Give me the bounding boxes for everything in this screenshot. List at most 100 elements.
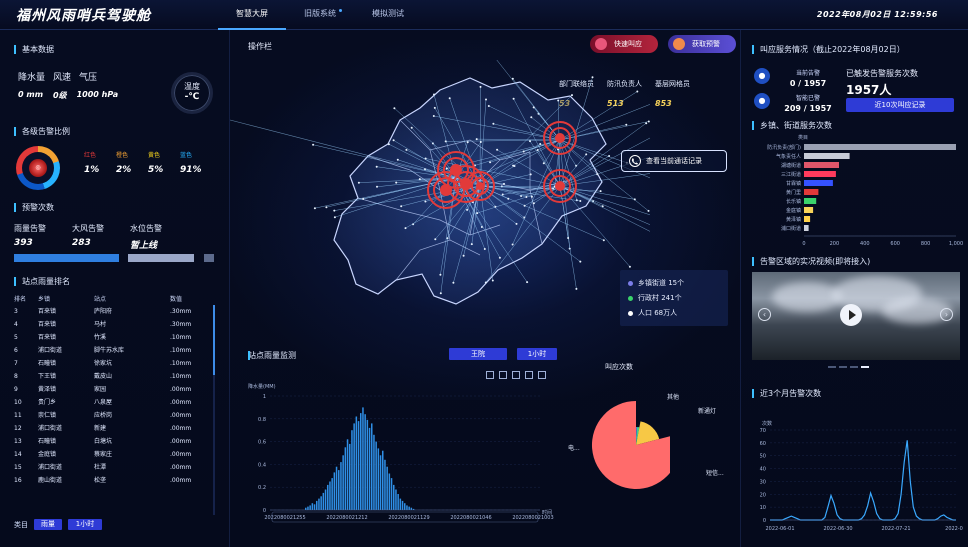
level-label: 橙色: [116, 152, 129, 159]
wind-alarm-label: 大风告警: [72, 224, 104, 233]
rain-bar: [318, 498, 320, 510]
connection-line: [559, 137, 650, 187]
table-cell: 11: [14, 412, 22, 419]
rain-monitor-title: 站点雨量监测: [248, 351, 296, 360]
call-records-button[interactable]: 查看当前通话记录: [621, 150, 727, 172]
axis-label: 类目: [798, 134, 808, 141]
zoom-icon[interactable]: [486, 371, 494, 379]
tab-simulation[interactable]: 模拟测试: [372, 9, 404, 18]
y-ticks: 0 0.2 0.4 0.6 0.8 1: [258, 394, 540, 514]
connection-line: [314, 177, 457, 209]
rain-filter-button[interactable]: 雨量: [34, 519, 62, 530]
y-tick-label: 20: [760, 492, 766, 498]
station-dot: [498, 256, 501, 259]
scroll-thumb[interactable]: [213, 305, 215, 375]
table-cell: 百来镇: [38, 334, 57, 341]
y-tick-label: 0.8: [258, 417, 266, 423]
restore-icon[interactable]: [499, 371, 507, 379]
connection-line: [559, 122, 647, 187]
col-value: 数值: [170, 296, 183, 303]
connection-line: [559, 185, 650, 216]
pie-slice: [636, 427, 640, 445]
station-dot: [542, 162, 545, 165]
stat-label: 智能已警: [795, 95, 820, 102]
station-dot: [452, 281, 455, 284]
station-dot: [525, 196, 528, 198]
connection-line: [425, 158, 561, 187]
stat-label: 当前告警: [795, 70, 820, 77]
bar-chart-icon[interactable]: [538, 371, 546, 379]
tab-dashboard[interactable]: 智慧大屏: [218, 0, 286, 30]
table-cell: .00mm: [170, 477, 192, 484]
live-video-player[interactable]: ‹ ›: [752, 272, 960, 360]
table-cell: .10mm: [170, 373, 192, 380]
region-map[interactable]: [230, 60, 650, 330]
alarm-line: [770, 440, 956, 521]
rain-bar: [399, 498, 402, 510]
connection-line: [559, 77, 593, 187]
carousel-dot[interactable]: [828, 366, 836, 368]
rain-bar: [355, 416, 358, 510]
connection-line: [559, 185, 603, 207]
table-cell: 徐家坑: [94, 360, 113, 367]
town-bar: [804, 189, 819, 195]
station-dot: [539, 143, 542, 145]
table-cell: 10: [14, 399, 22, 406]
rank-scrollbar[interactable]: [213, 305, 215, 515]
phone-icon: [629, 155, 641, 167]
table-cell: 新建: [94, 425, 107, 432]
x-ticks: 0 200 400 600 800 1,000: [802, 235, 963, 247]
water-alarm-bar: [204, 254, 214, 262]
warning-levels: 红色 1% 橙色 2% 黄色 5% 蓝色 91%: [84, 150, 202, 175]
y-tick-label: 60: [760, 441, 766, 447]
pie-slices: [592, 401, 670, 489]
chart-toolbox: [486, 371, 546, 379]
station-dot: [376, 185, 378, 188]
tab-old-system[interactable]: 旧版系统: [286, 0, 354, 30]
table-cell: 5: [14, 334, 18, 341]
rain-bar: [366, 419, 369, 510]
rain-bar: [408, 506, 410, 510]
station-dot: [625, 123, 628, 126]
next-icon[interactable]: ›: [940, 308, 953, 321]
connection-line: [512, 78, 561, 141]
table-row: 4 百来镇 马村 .30mm: [14, 318, 214, 331]
zoom-slider[interactable]: [271, 511, 539, 523]
connection-line: [479, 185, 525, 218]
carousel-dot[interactable]: [839, 366, 847, 368]
table-cell: .00mm: [170, 399, 192, 406]
play-icon[interactable]: [840, 304, 862, 326]
line-chart-icon[interactable]: [525, 371, 533, 379]
hour-select-button[interactable]: 1小时: [517, 348, 557, 360]
legend-label: 行政村 241个: [638, 294, 682, 302]
get-warning-button[interactable]: 获取预警: [668, 35, 736, 53]
recent-calls-button[interactable]: 近10次叫应记录: [846, 98, 954, 112]
table-cell: 白塘坑: [94, 438, 113, 445]
station-dot: [647, 209, 650, 212]
hour-filter-button[interactable]: 1小时: [68, 519, 102, 530]
table-cell: 脚牛苏水库: [94, 347, 125, 354]
station-dot: [466, 141, 469, 144]
connection-line: [479, 185, 581, 202]
y-axis-label: 次数: [762, 420, 772, 427]
station-dot: [599, 190, 602, 193]
prev-icon[interactable]: ‹: [758, 308, 771, 321]
download-icon[interactable]: [512, 371, 520, 379]
connection-line: [559, 121, 649, 141]
carousel-dot[interactable]: [861, 366, 869, 368]
pie-label: 短信...: [706, 470, 724, 477]
connection-line: [476, 138, 561, 141]
level-value: 91%: [180, 165, 202, 175]
station-dot: [526, 281, 529, 284]
rain-bar: [377, 448, 380, 510]
station-dot: [410, 126, 413, 129]
quick-call-button[interactable]: 快速叫应: [590, 35, 658, 53]
rain-alarm-bar: [14, 254, 119, 262]
category-label: 浦口街道: [781, 225, 801, 232]
carousel-dot[interactable]: [850, 366, 858, 368]
town-bar: [804, 216, 811, 222]
station-select-button[interactable]: 王院: [449, 348, 507, 360]
station-dot: [636, 90, 639, 93]
table-cell: .10mm: [170, 360, 192, 367]
